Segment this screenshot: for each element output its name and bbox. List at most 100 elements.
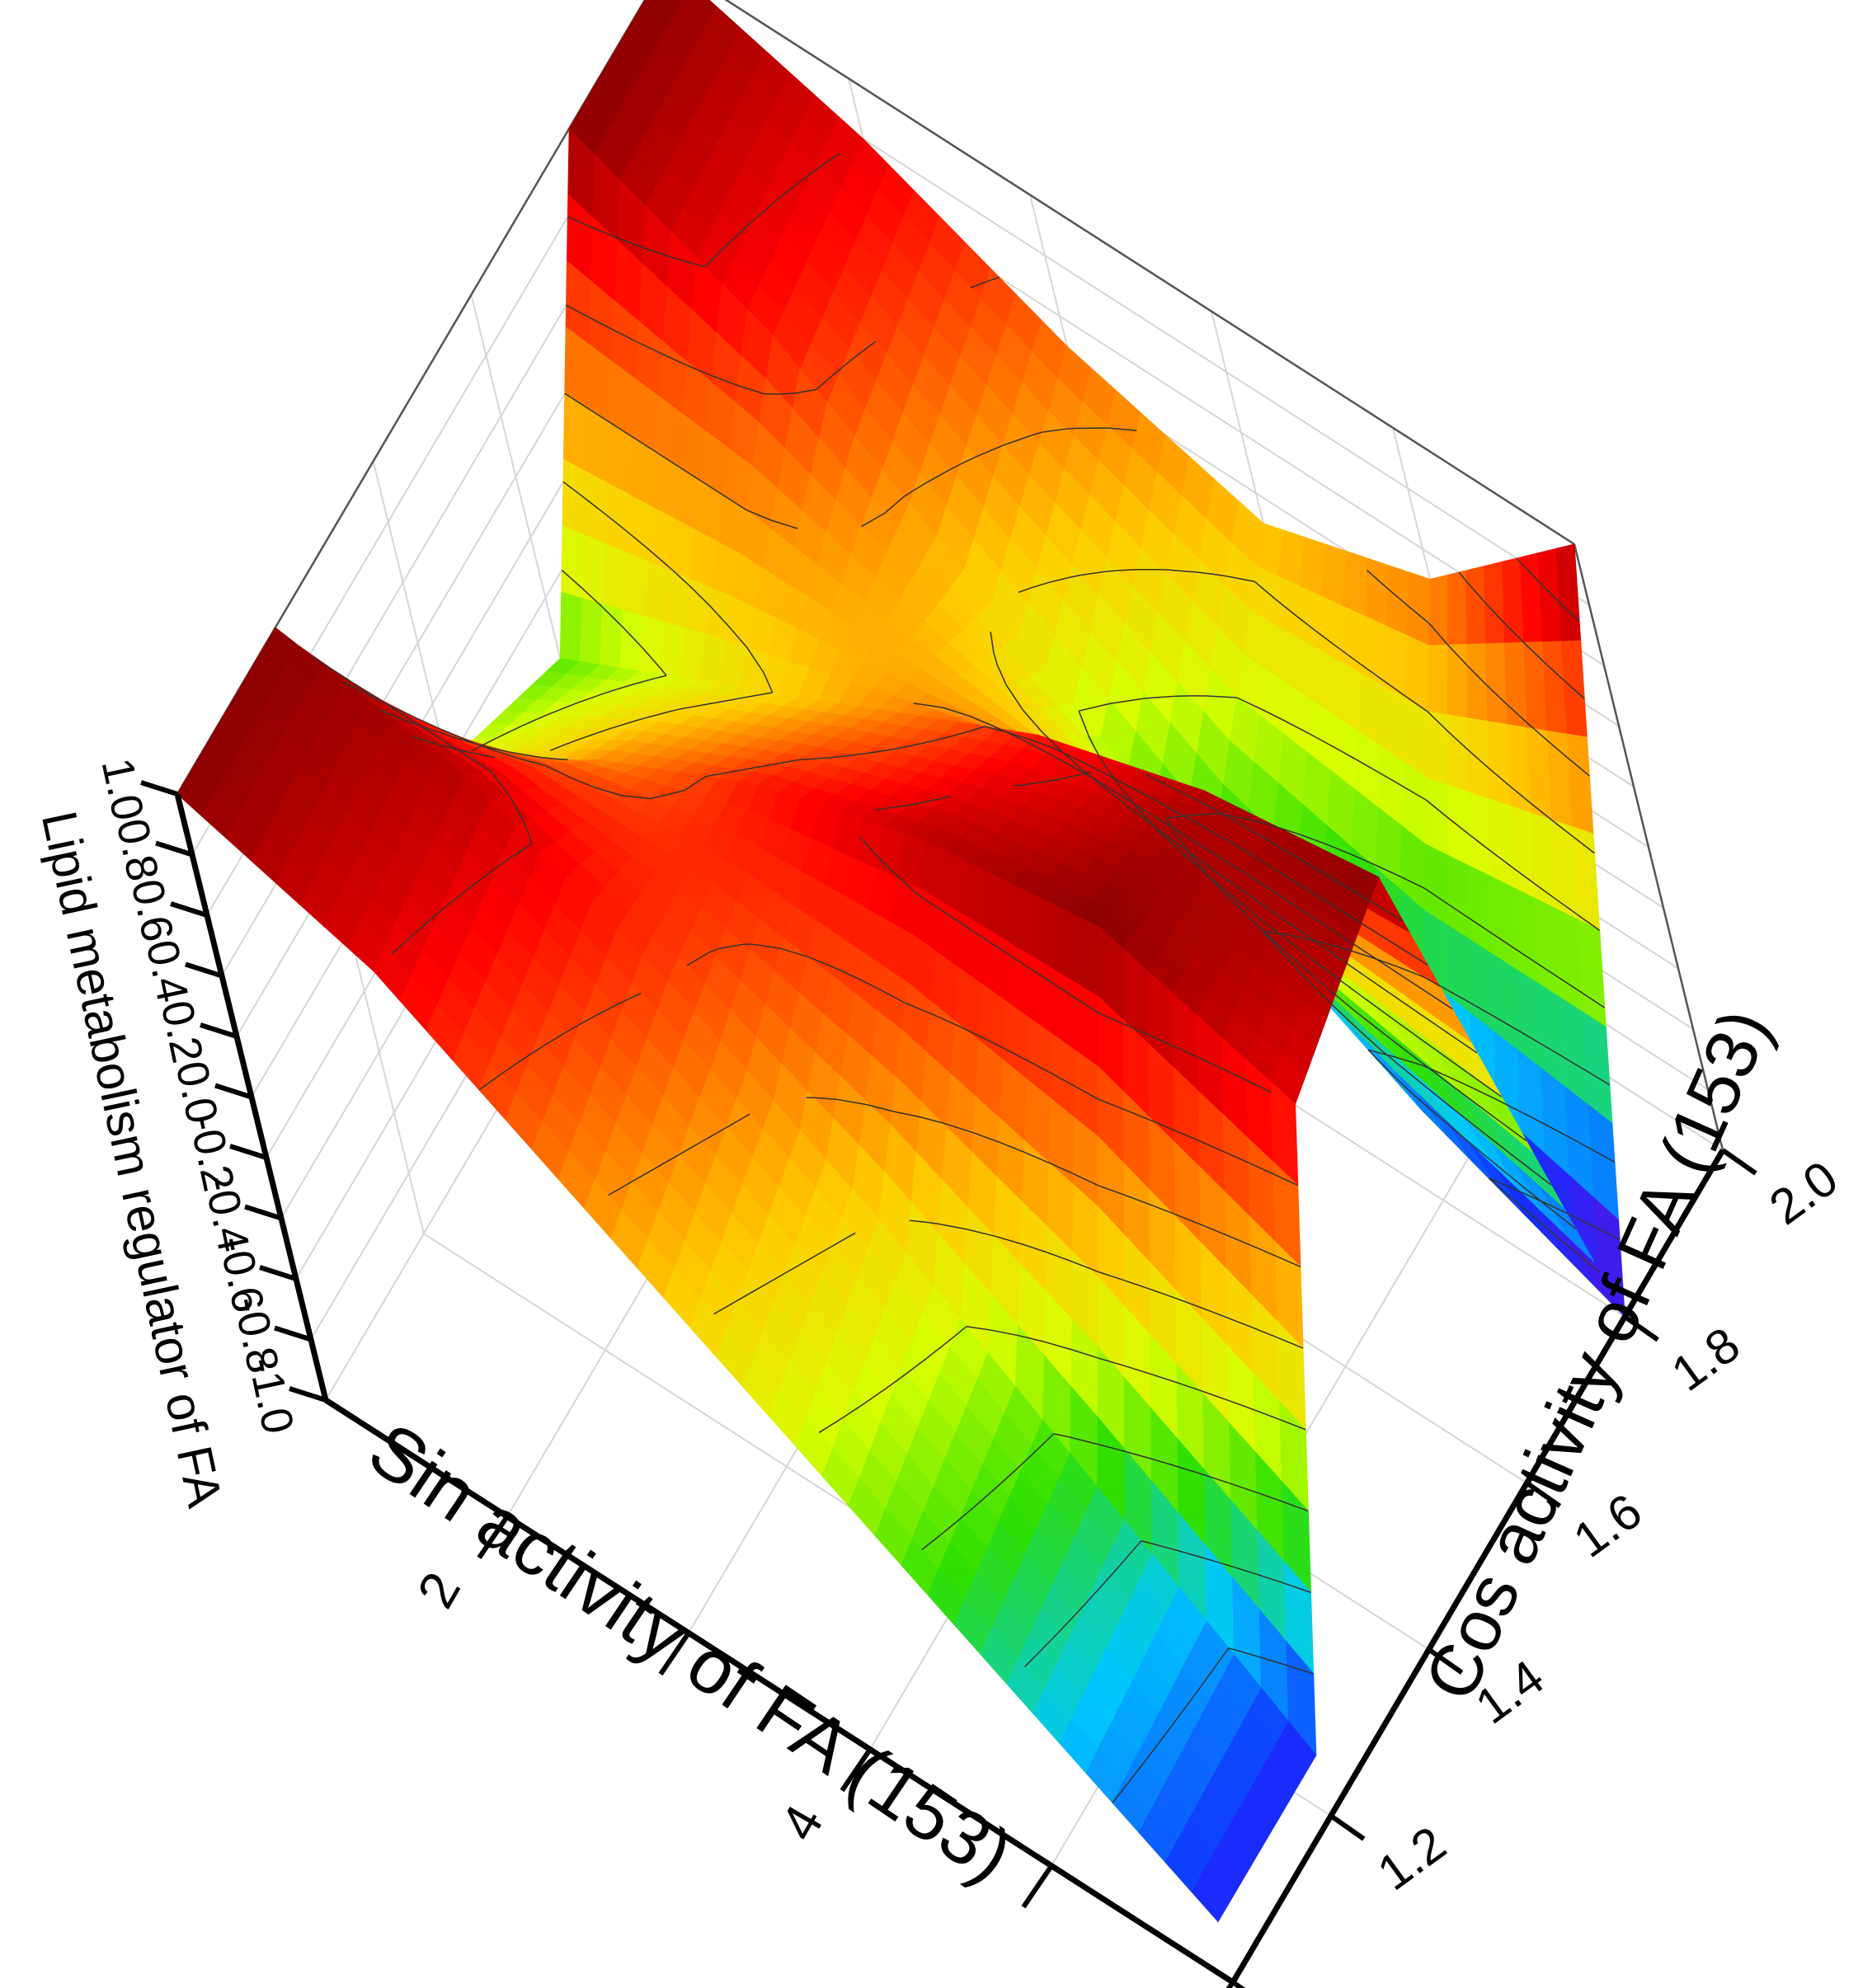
contour-line [1559, 977, 1583, 994]
contour-line [1479, 1080, 1503, 1097]
contour-line [1423, 975, 1447, 991]
contour-line [1130, 1026, 1149, 1036]
contour-line [844, 1403, 864, 1417]
contour-line [1248, 1162, 1274, 1175]
contour-line [1127, 1451, 1152, 1460]
surface-facet [1426, 711, 1448, 786]
contour-line [1035, 1433, 1055, 1452]
contour-line [1098, 1098, 1125, 1111]
contour-line [1174, 1129, 1200, 1142]
contour-line [1185, 1686, 1202, 1708]
contour-line [429, 728, 456, 739]
contour-line [1286, 952, 1291, 957]
contour-line [863, 1388, 886, 1405]
contour-line [1546, 1203, 1572, 1216]
contour-line [986, 276, 1000, 283]
contour-line [1387, 991, 1411, 1008]
contour-line [950, 463, 962, 470]
contour-line [1508, 785, 1531, 804]
contour-line [580, 1017, 591, 1025]
contour-line [1380, 1049, 1402, 1068]
contour-line [594, 787, 622, 797]
contour-line [1017, 1334, 1029, 1339]
contour-line [577, 780, 595, 788]
contour-line [702, 702, 715, 706]
contour-line [779, 392, 796, 395]
contour-line [864, 1103, 871, 1107]
contour-line [1075, 998, 1099, 1014]
contour-line [718, 943, 744, 950]
contour-line [1141, 1540, 1153, 1544]
contour-line [1103, 570, 1118, 573]
contour-line [1097, 1443, 1125, 1452]
contour-line [1145, 773, 1170, 787]
x-tick [658, 1631, 691, 1676]
contour-line [1005, 684, 1023, 711]
contour-line [1249, 875, 1273, 891]
surface-facet [562, 458, 586, 536]
contour-line [942, 707, 969, 717]
contour-line [1178, 848, 1200, 868]
contour-line [807, 1245, 832, 1261]
contour-line [1261, 919, 1284, 938]
contour-line [1018, 586, 1033, 594]
contour-line [1158, 830, 1179, 850]
y-tick [1329, 1813, 1366, 1841]
contour-line [1232, 1566, 1259, 1576]
surface-facet [1075, 915, 1100, 999]
contour-line [1491, 933, 1515, 949]
contour-line [622, 626, 642, 648]
contour-line [1149, 1204, 1173, 1214]
contour-line [1361, 664, 1385, 682]
contour-line [1339, 1012, 1361, 1032]
contour-line [466, 739, 476, 745]
contour-line [1489, 850, 1513, 868]
contour-line [1422, 1083, 1445, 1102]
contour-line [939, 1223, 967, 1230]
contour-line [874, 808, 881, 811]
surface-facet [583, 470, 609, 545]
contour-line [1254, 899, 1277, 916]
contour-line [538, 756, 554, 759]
z-tick [289, 1386, 327, 1403]
contour-line [1103, 763, 1122, 789]
contour-line [1516, 557, 1522, 563]
contour-line [1374, 1026, 1397, 1044]
contour-line [1447, 816, 1470, 835]
contour-line [1111, 698, 1143, 704]
contour-line [1519, 1111, 1545, 1125]
contour-line [403, 719, 430, 731]
contour-line [1175, 1298, 1188, 1304]
contour-line [1220, 1562, 1233, 1567]
contour-line [1298, 929, 1322, 947]
contour-line [1198, 1140, 1225, 1153]
contour-line [1469, 1142, 1475, 1147]
contour-line [990, 632, 995, 654]
contour-line [1536, 1220, 1559, 1238]
contour-line [1586, 1070, 1611, 1086]
contour-line [968, 715, 995, 727]
contour-line [1428, 1107, 1450, 1126]
contour-line [1520, 562, 1541, 584]
contour-line [1198, 867, 1221, 886]
contour-line [510, 843, 533, 859]
z-tick [274, 1325, 312, 1342]
surface-facet [1485, 642, 1508, 726]
contour-line [1240, 824, 1265, 839]
contour-line [1169, 785, 1195, 799]
contour-line [702, 1126, 727, 1142]
contour-line [1272, 890, 1296, 906]
contour-line [832, 966, 858, 980]
contour-line [1516, 1201, 1538, 1221]
contour-line [1199, 1667, 1216, 1688]
contour-line [1397, 966, 1424, 978]
contour-line [1260, 1657, 1287, 1666]
y-tick [1721, 1148, 1757, 1176]
contour-line [1427, 711, 1448, 732]
contour-line [1571, 1215, 1597, 1229]
contour-line [1486, 684, 1508, 705]
contour-line [780, 947, 808, 958]
z-tick [259, 1265, 297, 1281]
contour-line [536, 713, 549, 721]
contour-line [1199, 1389, 1204, 1393]
